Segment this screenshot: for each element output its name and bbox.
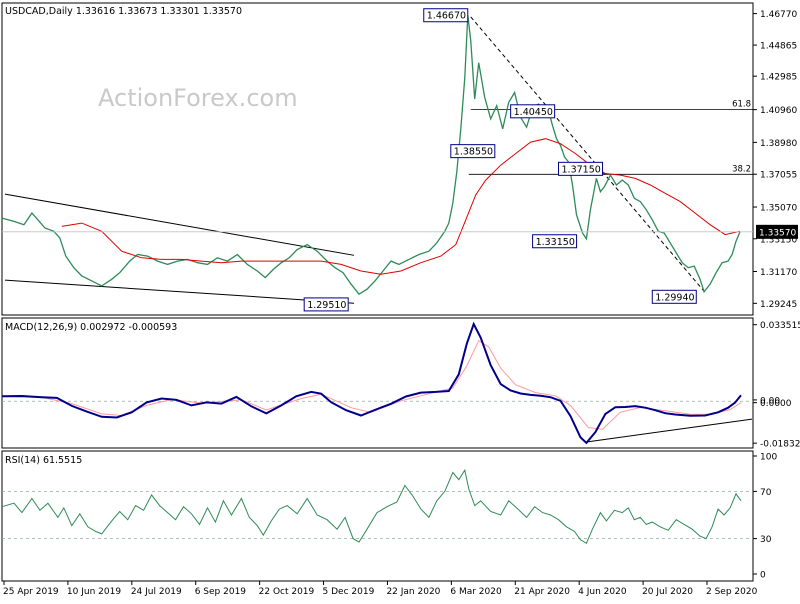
macd-y-tick-label: -0.018324 [760, 440, 800, 450]
price-annotation-label: 1.29510 [307, 300, 346, 311]
price-y-tick-label: 1.46770 [760, 10, 797, 20]
x-tick-label: 24 Jul 2019 [131, 587, 182, 597]
macd-panel-frame [1, 317, 754, 449]
macd-header: MACD(12,26,9) 0.002972 -0.000593 [5, 322, 177, 333]
x-tick-label: 22 Jan 2020 [386, 587, 440, 597]
last-value-label: 1.33570 [759, 228, 796, 238]
price-y-tick-label: 1.29245 [760, 300, 797, 310]
price-annotation-label: 1.40450 [514, 107, 553, 118]
channel-trendline [4, 193, 355, 256]
channel-trendline [4, 279, 355, 304]
fib-level-label: 61.8 [732, 100, 751, 110]
x-tick-label: 6 Mar 2020 [450, 587, 502, 597]
x-tick-label: 22 Oct 2019 [259, 587, 315, 597]
rsi-header: RSI(14) 61.5515 [5, 455, 82, 466]
price-annotation-label: 1.33150 [536, 237, 575, 248]
x-tick-label: 2 Sep 2020 [706, 587, 758, 597]
price-annotation-box [651, 289, 697, 304]
symbol-header: USDCAD,Daily 1.33616 1.33673 1.33301 1.3… [5, 6, 242, 17]
price-series-line [1, 15, 741, 296]
watermark: ActionForex.com [98, 84, 298, 112]
rsi-y-tick-label: 30 [760, 535, 772, 545]
x-tick-label: 6 Sep 2019 [195, 587, 247, 597]
macd-main-line [1, 321, 742, 445]
price-annotation-label: 1.46670 [427, 11, 466, 22]
price-annotation-label: 1.37150 [562, 164, 601, 175]
price-y-tick-label: 1.40960 [760, 106, 797, 116]
price-annotation-box [303, 297, 349, 312]
rsi-series-line [1, 468, 742, 545]
price-panel-frame [1, 2, 754, 316]
price-annotation-box [423, 8, 469, 23]
macd-y-tick-label: 0.033515 [760, 321, 800, 331]
macd-y-tick-label: 0.00 [760, 396, 780, 406]
x-tick-label: 20 Jul 2020 [642, 587, 693, 597]
fib-level-label: 38.2 [732, 164, 751, 174]
x-tick-label: 10 Jun 2019 [67, 587, 121, 597]
x-tick-label: 5 Dec 2019 [323, 587, 375, 597]
price-annotation-box [510, 104, 556, 119]
price-annotation-label: 1.29940 [655, 292, 694, 303]
rsi-panel-frame [1, 450, 754, 582]
price-y-tick-label: 1.42985 [760, 73, 797, 83]
rsi-y-tick-label: 100 [760, 453, 777, 463]
rsi-y-tick-label: 0 [760, 571, 766, 581]
x-tick-label: 21 Apr 2020 [514, 587, 570, 597]
price-annotation-box [532, 234, 578, 249]
price-y-tick-label: 1.38980 [760, 139, 797, 149]
rsi-y-tick-label: 70 [760, 488, 772, 498]
price-annotation-box [450, 144, 496, 159]
macd-trendline [586, 418, 753, 443]
price-y-tick-label: 1.31170 [760, 268, 797, 278]
price-annotation-label: 1.38550 [454, 147, 493, 158]
price-annotation-box [558, 161, 604, 176]
macd-y-tick-label: 0.0000 [760, 399, 792, 409]
last-value-box [756, 224, 798, 239]
macd-signal-line [1, 339, 742, 430]
x-tick-label: 4 Jun 2020 [578, 587, 627, 597]
price-y-tick-label: 1.35070 [760, 204, 797, 214]
price-y-tick-label: 1.37055 [760, 171, 797, 181]
dashed-trendline [470, 16, 706, 293]
price-y-tick-label: 1.44865 [760, 42, 797, 52]
price-y-tick-label: 1.33150 [760, 235, 797, 245]
sma-series-line [61, 138, 741, 275]
x-tick-label: 25 Apr 2019 [3, 587, 59, 597]
